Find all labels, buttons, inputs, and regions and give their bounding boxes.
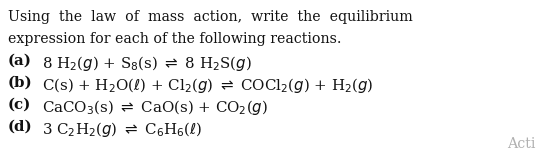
Text: CaCO$_3$(s) $\rightleftharpoons$ CaO(s) + CO$_2$($g$): CaCO$_3$(s) $\rightleftharpoons$ CaO(s) … <box>42 98 268 117</box>
Text: (b): (b) <box>8 76 33 90</box>
Text: 3 C$_2$H$_2$($g$) $\rightleftharpoons$ C$_6$H$_6$($\ell$): 3 C$_2$H$_2$($g$) $\rightleftharpoons$ C… <box>42 120 202 139</box>
Text: (a): (a) <box>8 54 32 68</box>
Text: Using  the  law  of  mass  action,  write  the  equilibrium: Using the law of mass action, write the … <box>8 10 413 24</box>
Text: Acti: Acti <box>507 137 535 151</box>
Text: (d): (d) <box>8 120 33 134</box>
Text: expression for each of the following reactions.: expression for each of the following rea… <box>8 32 342 46</box>
Text: (c): (c) <box>8 98 31 112</box>
Text: C(s) + H$_2$O($\ell$) + Cl$_2$($g$) $\rightleftharpoons$ COCl$_2$($g$) + H$_2$($: C(s) + H$_2$O($\ell$) + Cl$_2$($g$) $\ri… <box>42 76 373 95</box>
Text: 8 H$_2$($g$) + S$_8$(s) $\rightleftharpoons$ 8 H$_2$S($g$): 8 H$_2$($g$) + S$_8$(s) $\rightleftharpo… <box>42 54 252 73</box>
